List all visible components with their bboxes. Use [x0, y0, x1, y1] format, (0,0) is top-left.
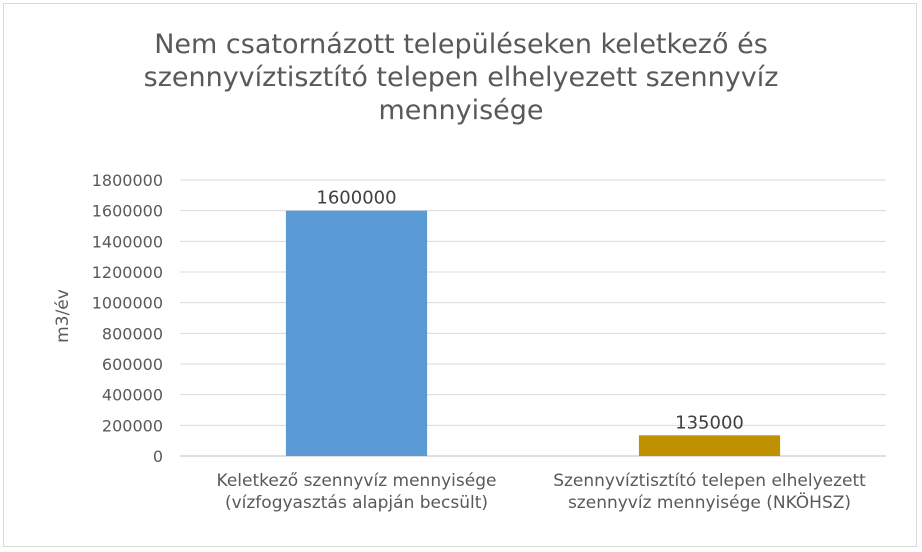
data-labels: 1600000 135000 — [316, 188, 743, 434]
y-tick-label: 1200000 — [92, 263, 163, 282]
y-tick-label: 0 — [153, 447, 163, 466]
y-tick-labels: 0 200000 400000 600000 800000 1000000 1200000 1… — [92, 171, 163, 466]
chart-title-line-2: szennyvíztisztító telepen elhelyezett sz… — [143, 62, 779, 93]
chart-title: Nem csatornázott településeken keletkező… — [0, 28, 922, 127]
y-tick-label: 1000000 — [92, 294, 163, 313]
y-tick-label: 600000 — [102, 355, 163, 374]
bar — [285, 210, 428, 456]
bars — [285, 210, 781, 456]
chart-title-line-1: Nem csatornázott településeken keletkező… — [154, 29, 768, 60]
category-label: (vízfogyasztás alapján becsült) — [225, 493, 488, 513]
y-tick-label: 1400000 — [92, 232, 163, 251]
category-label: Szennyvíztisztító telepen elhelyezett — [553, 471, 866, 491]
y-tick-label: 800000 — [102, 324, 163, 343]
data-label: 135000 — [675, 412, 744, 433]
category-label: szennyvíz mennyisége (NKÖHSZ) — [568, 491, 851, 513]
y-tick-label: 400000 — [102, 386, 163, 405]
data-label: 1600000 — [316, 188, 396, 209]
y-axis-label: m3/év — [53, 289, 73, 343]
category-label: Keletkező szennyvíz mennyisége — [217, 471, 497, 491]
y-tick-label: 1600000 — [92, 202, 163, 221]
category-labels: Keletkező szennyvíz mennyisége(vízfogyas… — [217, 471, 867, 513]
y-tick-label: 200000 — [102, 416, 163, 435]
y-tick-label: 1800000 — [92, 171, 163, 190]
chart-title-line-3: mennyisége — [378, 95, 544, 126]
bar — [638, 435, 781, 456]
